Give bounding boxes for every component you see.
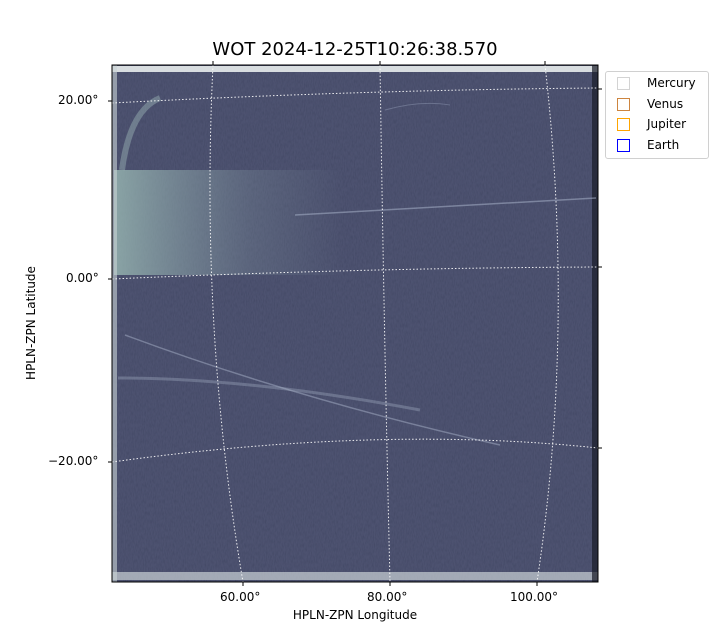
legend-label: Mercury (647, 76, 696, 90)
legend-swatch (617, 76, 630, 90)
legend-swatch (617, 117, 630, 131)
x-tick-label: 60.00° (220, 590, 261, 604)
legend-item-earth: Earth (617, 135, 679, 155)
legend: Mercury Venus Jupiter Earth (605, 71, 709, 159)
grid-lat-20 (111, 87, 599, 104)
legend-item-venus: Venus (617, 94, 683, 114)
grid-lon-100 (536, 64, 559, 583)
legend-label: Jupiter (647, 117, 687, 131)
grid-lines (111, 64, 599, 583)
x-axis-label: HPLN-ZPN Longitude (292, 608, 418, 622)
legend-label: Earth (647, 138, 680, 152)
chart-title: WOT 2024-12-25T10:26:38.570 (212, 39, 498, 60)
y-tick-label: 0.00° (66, 271, 99, 285)
y-tick-label: −20.00° (48, 454, 99, 468)
tick-marks (108, 61, 602, 586)
y-tick-label: 20.00° (58, 93, 99, 107)
grid-lat-0 (111, 266, 599, 280)
grid-lat-minus20 (111, 438, 599, 463)
legend-swatch (617, 138, 630, 152)
legend-label: Venus (647, 97, 684, 111)
legend-item-mercury: Mercury (617, 73, 696, 93)
y-axis-label: HPLN-ZPN Latitude (24, 266, 38, 380)
x-tick-label: 100.00° (510, 590, 558, 604)
legend-swatch (617, 97, 630, 111)
image-panel (112, 65, 598, 582)
grid-lon-60 (209, 64, 244, 583)
axes-frame (111, 64, 599, 583)
legend-item-jupiter: Jupiter (617, 114, 686, 134)
x-tick-label: 80.00° (367, 590, 408, 604)
